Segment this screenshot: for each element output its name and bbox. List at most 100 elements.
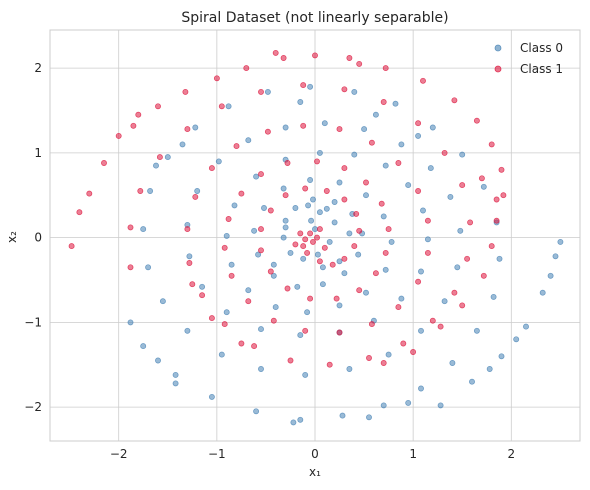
legend-label-class-1: Class 1	[520, 62, 563, 76]
scatter-point-class-1	[498, 166, 505, 173]
scatter-point-class-1	[192, 193, 199, 200]
scatter-point-class-1	[351, 243, 358, 250]
scatter-point-class-1	[341, 86, 348, 93]
scatter-point-class-1	[225, 216, 232, 222]
scatter-point-class-0	[218, 351, 225, 358]
scatter-point-class-1	[353, 210, 360, 217]
scatter-point-class-0	[513, 336, 520, 343]
scatter-point-class-1	[155, 103, 161, 110]
scatter-point-class-0	[261, 205, 267, 211]
scatter-point-class-0	[208, 393, 215, 400]
scatter-point-class-0	[282, 217, 289, 224]
scatter-point-class-0	[427, 165, 434, 172]
scatter-point-class-0	[486, 366, 493, 372]
x-tick-label: 1	[409, 447, 417, 461]
scatter-point-class-0	[307, 83, 314, 90]
scatter-point-class-1	[258, 88, 264, 95]
scatter-point-class-0	[258, 326, 264, 333]
y-tick-labels: −2 −1 0 1 2	[24, 61, 42, 414]
scatter-point-class-1	[410, 349, 417, 355]
scatter-point-class-0	[297, 416, 304, 423]
scatter-point-class-0	[319, 281, 326, 288]
scatter-point-class-1	[341, 255, 348, 262]
scatter-point-class-0	[316, 209, 323, 216]
scatter-point-class-0	[336, 179, 343, 186]
scatter-point-class-0	[351, 88, 358, 95]
scatter-point-class-1	[488, 141, 495, 148]
scatter-point-class-0	[245, 287, 252, 294]
scatter-point-class-1	[270, 317, 277, 324]
scatter-point-class-0	[449, 360, 456, 366]
scatter-point-class-1	[380, 360, 387, 366]
scatter-point-class-0	[316, 149, 323, 156]
scatter-point-class-1	[282, 192, 289, 199]
scatter-point-class-0	[231, 202, 238, 209]
scatter-point-class-1	[459, 302, 466, 309]
scatter-point-class-1	[385, 226, 392, 233]
scatter-point-class-0	[363, 289, 369, 296]
scatter-point-class-0	[282, 224, 289, 231]
scatter-point-class-1	[326, 361, 333, 368]
scatter-point-class-0	[326, 238, 333, 245]
scatter-point-class-1	[314, 234, 320, 241]
scatter-point-class-1	[480, 272, 487, 279]
scatter-point-class-0	[336, 302, 343, 309]
x-tick-labels: −2 −1 0 1 2	[110, 447, 515, 461]
scatter-point-class-0	[355, 251, 362, 258]
scatter-point-class-1	[101, 160, 107, 166]
scatter-point-class-1	[464, 255, 471, 262]
scatter-point-class-0	[186, 253, 193, 260]
scatter-point-class-0	[302, 371, 309, 378]
scatter-point-class-1	[368, 321, 375, 328]
x-tick-label: 2	[507, 447, 515, 461]
scatter-point-class-0	[380, 213, 387, 220]
scatter-point-class-0	[280, 234, 287, 241]
y-tick-label: 1	[34, 146, 42, 160]
scatter-point-class-0	[287, 249, 294, 256]
scatter-point-class-0	[388, 238, 395, 245]
scatter-point-class-0	[127, 319, 134, 326]
scatter-point-class-0	[336, 258, 343, 265]
scatter-point-class-1	[284, 160, 291, 166]
scatter-point-class-0	[270, 261, 277, 268]
scatter-point-class-0	[147, 188, 154, 194]
scatter-point-class-1	[424, 249, 431, 256]
scatter-point-class-1	[451, 97, 458, 104]
scatter-point-class-1	[346, 55, 353, 61]
scatter-point-class-1	[267, 207, 274, 214]
scatter-point-class-0	[323, 205, 330, 212]
scatter-point-class-1	[356, 287, 363, 294]
scatter-point-class-0	[153, 162, 159, 169]
scatter-point-class-1	[258, 247, 264, 254]
scatter-point-class-1	[297, 230, 304, 237]
scatter-point-class-1	[189, 281, 196, 288]
scatter-point-class-0	[228, 261, 235, 268]
scatter-point-class-0	[294, 283, 301, 290]
scatter-point-class-0	[215, 158, 222, 165]
scatter-point-class-0	[331, 199, 338, 205]
scatter-point-class-1	[368, 139, 375, 146]
scatter-point-class-1	[415, 120, 422, 127]
scatter-point-class-1	[264, 128, 271, 135]
scatter-point-class-0	[253, 173, 260, 180]
scatter-point-class-0	[172, 380, 179, 387]
scatter-point-class-0	[469, 378, 475, 385]
scatter-point-class-1	[238, 340, 245, 347]
scatter-point-class-0	[372, 111, 379, 118]
scatter-point-class-1	[184, 226, 191, 233]
y-axis-label: x₂	[5, 231, 19, 243]
scatter-point-class-1	[314, 158, 320, 165]
scatter-point-class-1	[493, 217, 500, 224]
scatter-point-class-0	[437, 402, 444, 409]
scatter-point-class-0	[140, 343, 147, 350]
scatter-point-class-1	[336, 329, 343, 336]
legend: Class 0 Class 1	[494, 41, 563, 76]
scatter-point-class-1	[372, 270, 379, 277]
scatter-point-class-1	[186, 260, 193, 266]
plot-frame	[49, 29, 581, 442]
scatter-point-class-0	[321, 120, 328, 127]
scatter-point-class-0	[179, 141, 186, 148]
scatter-point-class-0	[552, 253, 559, 260]
scatter-point-class-1	[302, 185, 309, 192]
scatter-point-class-0	[305, 202, 312, 209]
